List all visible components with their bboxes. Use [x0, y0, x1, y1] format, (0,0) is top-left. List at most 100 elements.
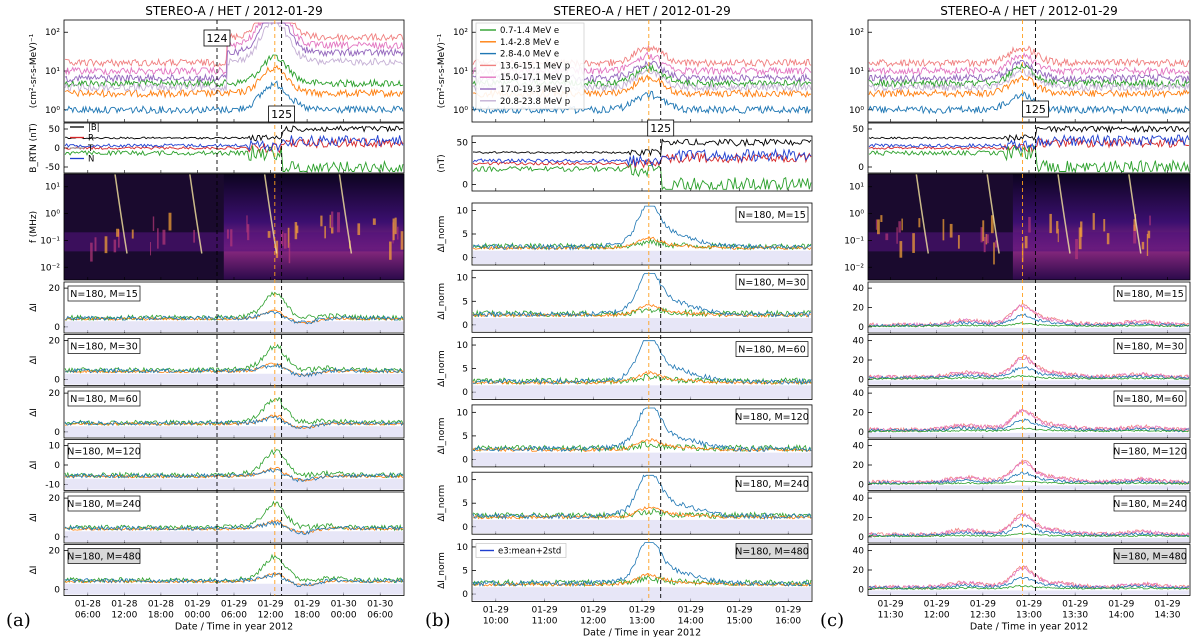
type-iii-burst — [338, 173, 353, 254]
spectrogram-burst — [942, 219, 945, 241]
index-series-2 — [64, 309, 404, 325]
index-label: N=180, M=240 — [735, 479, 809, 490]
flux-legend: 0.7-1.4 MeV e1.4-2.8 MeV e2.8-4.0 MeV e1… — [475, 22, 585, 110]
index-series-1 — [868, 354, 1190, 381]
x-axis-label: Date / Time in year 2012 — [583, 628, 701, 637]
index-label: N=180, M=480 — [67, 552, 141, 563]
mag-series-4 — [472, 147, 812, 168]
spectrogram-burst — [400, 231, 404, 250]
spectrogram-burst — [1149, 215, 1151, 226]
index-label: N=180, M=120 — [67, 447, 141, 458]
index-label-box — [735, 408, 809, 425]
index-series-1 — [868, 459, 1190, 486]
spectrogram-burst — [1024, 236, 1028, 249]
spectrogram-burst — [275, 240, 279, 258]
spectrogram-burst — [330, 226, 334, 234]
index-series-2 — [868, 304, 1190, 328]
panel-idx-4: 10 0 -10 ΔI N=180, M=120 — [29, 439, 405, 491]
spectrogram-burst — [896, 227, 898, 244]
panel-spec: 10¹ 10⁰ 10⁻¹ 10⁻² f (MHz) — [29, 173, 405, 281]
spectrogram-burst — [324, 226, 326, 239]
index-series-2 — [472, 506, 812, 520]
threshold-band — [65, 373, 403, 385]
x-axis-label: Date / Time in year 2012 — [970, 622, 1088, 633]
y-tick-label: 10⁰ — [45, 210, 60, 220]
spectrogram-burst — [877, 219, 880, 235]
y-axis-label: (nT) — [437, 154, 447, 172]
x-tick-date: 01-29 — [1062, 600, 1088, 610]
index-series-4 — [868, 427, 1190, 433]
y-tick-label: 10¹ — [45, 67, 60, 77]
x-tick-time: 18:00 — [148, 611, 174, 621]
x-tick-date: 01-29 — [184, 600, 210, 610]
spectrogram-burst — [1133, 219, 1136, 231]
index-label: N=180, M=30 — [1116, 342, 1183, 353]
event-marker-box — [647, 119, 675, 137]
y-axis-label: ΔI_norm — [437, 552, 447, 589]
y-axis-label: ΔI — [29, 461, 39, 470]
y-tick-label: 40 — [853, 547, 865, 557]
y-tick-label: 0 — [858, 375, 864, 385]
index-series-3 — [868, 366, 1190, 380]
panel-flux: 10² 10¹ 10⁰ (cm²-sr-s-MeV)⁻¹ 0.7-1.4 MeV e 1.… — [437, 19, 813, 123]
spectrogram-burst — [320, 215, 323, 227]
spectrogram-burst — [1049, 213, 1052, 234]
index-series-1 — [472, 575, 812, 588]
legend-entry: 0.7-1.4 MeV e — [500, 26, 559, 36]
y-tick-label: 0 — [462, 254, 468, 264]
y-axis-label: ΔI_norm — [437, 350, 447, 387]
spectrogram-burst — [1146, 233, 1149, 256]
type-iii-burst — [915, 173, 930, 254]
index-label-box — [67, 390, 141, 407]
spectrogram-burst — [983, 236, 986, 253]
y-tick-label: 0 — [858, 480, 864, 490]
chart-column-3: STEREO-A / HET / 2012-01-2910²10¹10⁰5001… — [844, 4, 1191, 633]
x-tick-time: 06:00 — [221, 611, 247, 621]
y-tick-label: 10⁻¹ — [844, 236, 864, 246]
index-series-2 — [472, 235, 812, 251]
spectrogram-burst — [1057, 228, 1059, 243]
index-series-3 — [65, 468, 404, 483]
spectrogram-burst — [397, 226, 399, 240]
mag-series-1 — [64, 125, 404, 142]
index-series-3 — [868, 523, 1190, 538]
event-marker-label: 124 — [207, 32, 228, 45]
spectrogram-burst — [372, 218, 376, 225]
x-tick-date: 01-28 — [111, 600, 137, 610]
spectrogram-burst — [230, 229, 233, 247]
panel-flux: 10² 10¹ 10⁰ — [849, 19, 1191, 123]
x-tick-date: 01-29 — [1154, 600, 1180, 610]
y-tick-label: 10 — [457, 206, 469, 216]
index-label-box — [1113, 548, 1187, 564]
mag-series-3 — [472, 163, 812, 191]
y-tick-label: 0 — [462, 590, 468, 600]
y-axis-label: (cm²-sr-s-MeV)⁻¹ — [437, 33, 447, 108]
index-label: N=180, M=30 — [738, 277, 805, 288]
y-tick-label: 0 — [54, 461, 60, 471]
index-label: N=180, M=30 — [70, 342, 137, 353]
y-tick-label: 20 — [853, 461, 865, 471]
legend-entry: T — [87, 144, 94, 154]
y-tick-label: 0 — [54, 144, 60, 154]
spectrogram-burst — [296, 225, 299, 234]
index-series-3 — [64, 572, 404, 588]
index-series-2 — [868, 408, 1190, 433]
spectrogram-burst — [287, 227, 290, 248]
x-tick-time: 16:00 — [775, 617, 801, 627]
y-tick-label: 10⁰ — [453, 106, 468, 116]
panel-idx-1: 40 20 0 N=180, M=15 — [853, 281, 1191, 334]
index-series-3 — [472, 542, 812, 588]
index-label-box — [67, 495, 141, 512]
type-iii-burst — [189, 173, 203, 254]
x-tick-time: 13:00 — [629, 617, 655, 627]
threshold-band — [65, 321, 403, 332]
index-label-box — [67, 338, 141, 354]
index-label-box — [735, 273, 809, 290]
x-tick-time: 14:00 — [1108, 611, 1134, 621]
index-series-1 — [64, 553, 404, 584]
index-series-3 — [868, 576, 1190, 590]
spectrogram-burst — [113, 239, 117, 253]
y-tick-label: 10 — [457, 408, 469, 418]
x-tick-date: 01-29 — [629, 606, 655, 616]
